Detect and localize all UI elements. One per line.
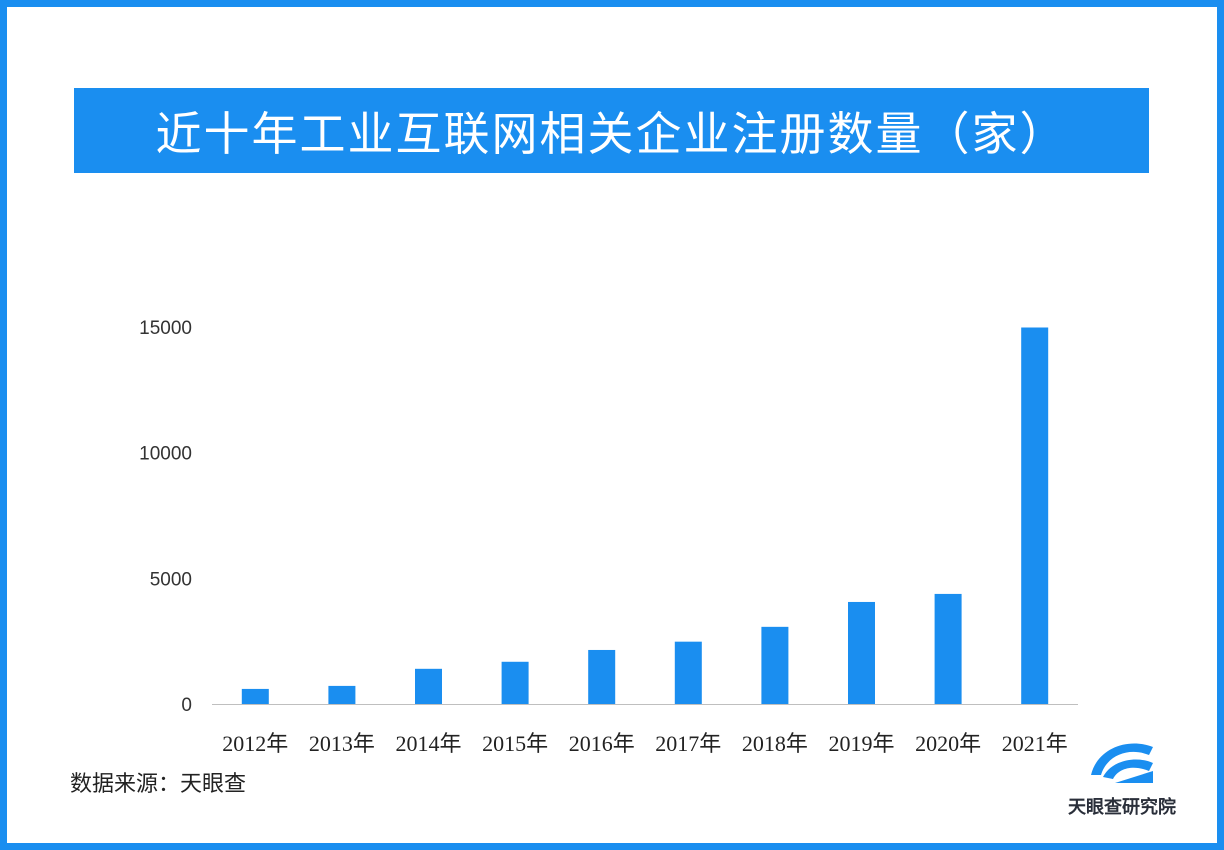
y-tick-label: 15000: [139, 318, 192, 339]
x-tick-label: 2018年: [742, 731, 808, 756]
x-tick-label: 2015年: [482, 731, 548, 756]
tianyancha-logo-icon: [1091, 743, 1153, 783]
y-tick-label: 10000: [139, 444, 192, 465]
chart-title: 近十年工业互联网相关企业注册数量（家）: [155, 106, 1068, 161]
x-tick-label: 2021年: [1002, 731, 1068, 756]
data-source-note: 数据来源：天眼查: [70, 772, 247, 797]
title-banner: 近十年工业互联网相关企业注册数量（家）: [74, 88, 1149, 173]
bar-2017年: [674, 641, 702, 704]
y-axis: 0 5000 10000 15000: [139, 318, 192, 716]
tianyancha-logo: 天眼查研究院: [1057, 733, 1187, 823]
x-tick-label: 2012年: [222, 731, 288, 756]
x-axis: 2012年 2013年 2014年 2015年 2016年 2017年 2018年 2019年…: [222, 731, 1067, 756]
x-tick-label: 2013年: [309, 731, 375, 756]
x-tick-label: 2019年: [828, 731, 894, 756]
y-tick-label: 0: [181, 695, 192, 716]
bar-2021年: [1021, 327, 1049, 704]
bar-2020年: [934, 593, 962, 704]
bar-2013年: [328, 685, 356, 704]
bar-2016年: [588, 649, 616, 704]
logo-text: 天眼查研究院: [1068, 797, 1176, 818]
bar-2018年: [761, 626, 789, 704]
bar-2012年: [241, 688, 269, 704]
bar-2019年: [848, 601, 875, 704]
x-tick-label: 2020年: [915, 731, 981, 756]
bar-series: [241, 327, 1049, 704]
bar-2014年: [415, 668, 442, 704]
y-tick-label: 5000: [150, 569, 192, 590]
x-tick-label: 2017年: [655, 731, 721, 756]
x-tick-label: 2014年: [395, 731, 461, 756]
x-tick-label: 2016年: [569, 731, 635, 756]
bar-2015年: [501, 661, 529, 704]
